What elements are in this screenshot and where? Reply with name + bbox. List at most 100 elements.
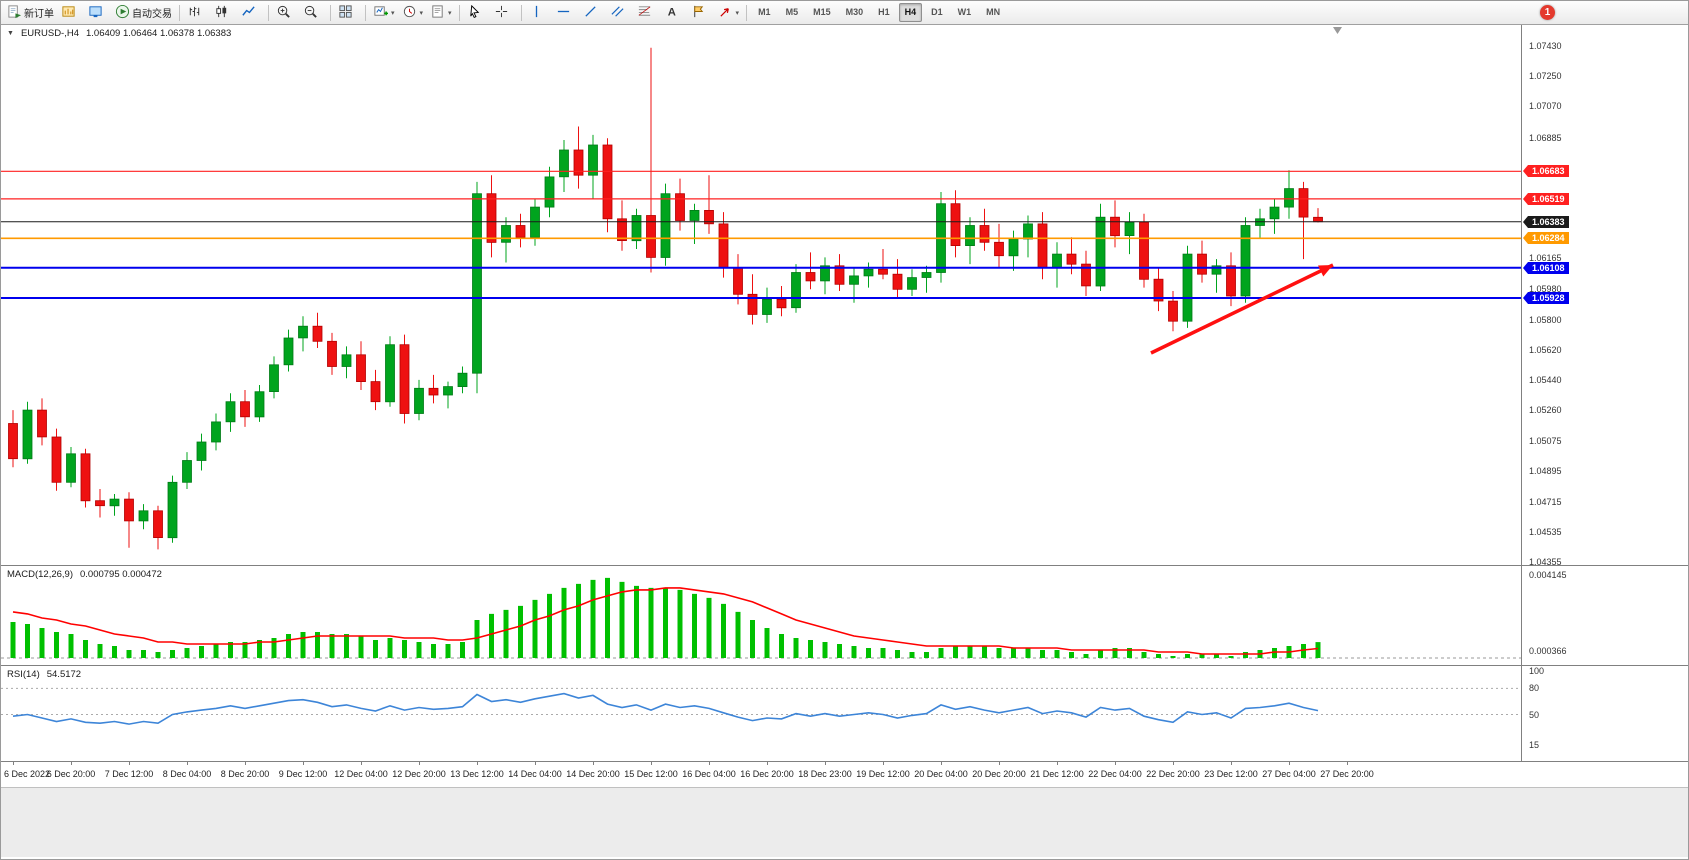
toolbar-button-candlestick-mode[interactable] bbox=[211, 2, 237, 24]
time-tick bbox=[709, 762, 710, 765]
toolbar-button-new-order[interactable]: 新订单 bbox=[4, 2, 57, 24]
bar-chart-mode-icon bbox=[187, 4, 202, 22]
timeframe-button-d1[interactable]: D1 bbox=[931, 7, 943, 17]
timeframe-button-mn[interactable]: MN bbox=[986, 7, 1001, 17]
workspace-background bbox=[1, 787, 1688, 857]
rsi-axis[interactable]: 100 80 50 15 bbox=[1521, 666, 1688, 761]
price-axis[interactable]: 1.07430 1.07250 1.07070 1.06885 1.06165 1.059… bbox=[1521, 25, 1688, 567]
time-tick bbox=[1289, 762, 1290, 765]
toolbar-button-label: 新订单 bbox=[24, 9, 54, 20]
time-axis-label: 8 Dec 20:00 bbox=[220, 769, 270, 779]
toolbar-button-cursor[interactable] bbox=[464, 2, 490, 24]
toolbar-button-crosshair[interactable] bbox=[491, 2, 517, 24]
price-level-tag: 1.06519 bbox=[1523, 192, 1569, 205]
toolbar-separator bbox=[746, 4, 748, 21]
tile-windows-icon bbox=[338, 4, 353, 22]
price-axis-label: 1.04715 bbox=[1529, 496, 1562, 507]
timeframe-button-m30[interactable]: M30 bbox=[845, 7, 864, 17]
main-chart-canvas[interactable] bbox=[1, 25, 1521, 565]
macd-axis[interactable]: 0.004145 0.000366 bbox=[1521, 566, 1688, 665]
time-tick bbox=[883, 762, 884, 765]
price-axis-label: 1.07430 bbox=[1529, 41, 1562, 51]
chart-symbol-period: EURUSD-,H4 bbox=[20, 28, 79, 39]
auto-trading-icon bbox=[115, 4, 130, 22]
price-axis-label: 1.05620 bbox=[1529, 344, 1562, 355]
templates-icon bbox=[430, 4, 445, 22]
time-tick bbox=[593, 762, 594, 765]
fibonacci-icon bbox=[637, 4, 652, 22]
toolbar-button-trendline[interactable] bbox=[580, 2, 606, 24]
vertical-line-icon bbox=[529, 4, 544, 22]
rsi-panel: RSI(14) 54.5172 100 80 50 15 bbox=[1, 666, 1688, 762]
time-tick bbox=[1347, 762, 1348, 765]
time-axis-label: 20 Dec 20:00 bbox=[972, 769, 1026, 779]
rsi-canvas[interactable] bbox=[1, 666, 1521, 761]
toolbar-button-horizontal-line[interactable] bbox=[553, 2, 579, 24]
toolbar-button-period-presets[interactable]: ▾ bbox=[399, 2, 427, 24]
notification-badge[interactable]: 1 bbox=[1540, 5, 1555, 20]
price-axis-label: 1.05260 bbox=[1529, 405, 1562, 416]
macd-axis-label: 0.004145 bbox=[1529, 570, 1567, 580]
time-axis[interactable]: 6 Dec 2022 6 Dec 20:00 7 Dec 12:00 8 Dec 04… bbox=[1, 762, 1688, 787]
price-axis-label: 1.05800 bbox=[1529, 314, 1562, 325]
toolbar-button-new-chart[interactable]: ▾ bbox=[370, 2, 398, 24]
price-level-tag: 1.06108 bbox=[1523, 261, 1569, 274]
toolbar-button-zoom-out[interactable] bbox=[300, 2, 326, 24]
time-axis-label: 13 Dec 12:00 bbox=[450, 769, 504, 779]
toolbar-button-bar-chart-mode[interactable] bbox=[184, 2, 210, 24]
main-chart-panel: ▼ EURUSD-,H4 1.06409 1.06464 1.06378 1.0… bbox=[1, 25, 1688, 567]
timeframe-button-w1[interactable]: W1 bbox=[957, 7, 972, 17]
collapse-triangle-icon[interactable]: ▼ bbox=[7, 30, 14, 37]
timeframe-button-m1[interactable]: M1 bbox=[758, 7, 771, 17]
time-tick bbox=[1115, 762, 1116, 765]
toolbar-button-auto-trading[interactable]: 自动交易 bbox=[112, 2, 175, 24]
toolbar-button-charts[interactable] bbox=[58, 2, 84, 24]
timeframe-button-h4[interactable]: H4 bbox=[898, 3, 923, 22]
time-tick bbox=[767, 762, 768, 765]
toolbar-button-text-label[interactable] bbox=[688, 2, 714, 24]
toolbar-separator bbox=[330, 4, 331, 21]
toolbar: 新订单 自动交易 ▾ ▾ ▾ A ▾ M1 M5 M15 M30 H1 H4 D1 W1 MN 1 bbox=[1, 1, 1688, 25]
time-axis-label: 18 Dec 23:00 bbox=[798, 769, 852, 779]
toolbar-button-profile[interactable] bbox=[85, 2, 111, 24]
time-tick bbox=[187, 762, 188, 765]
charts-icon bbox=[61, 4, 76, 22]
toolbar-button-line-chart-mode[interactable] bbox=[238, 2, 264, 24]
macd-canvas[interactable] bbox=[1, 566, 1521, 665]
chart-ohlc-values: 1.06409 1.06464 1.06378 1.06383 bbox=[86, 28, 232, 39]
zoom-in-icon bbox=[276, 4, 291, 22]
time-axis-label: 23 Dec 12:00 bbox=[1204, 769, 1258, 779]
time-axis-label: 6 Dec 2022 bbox=[4, 769, 51, 779]
toolbar-button-templates[interactable]: ▾ bbox=[427, 2, 455, 24]
price-level-tag: 1.06683 bbox=[1523, 165, 1569, 178]
time-axis-label: 20 Dec 04:00 bbox=[914, 769, 968, 779]
horizontal-line-icon bbox=[556, 4, 571, 22]
time-tick bbox=[419, 762, 420, 765]
rsi-axis-label: 100 bbox=[1529, 666, 1545, 676]
time-axis-label: 22 Dec 04:00 bbox=[1088, 769, 1142, 779]
toolbar-button-vertical-line[interactable] bbox=[526, 2, 552, 24]
rsi-axis-label: 50 bbox=[1529, 709, 1540, 720]
time-axis-label: 15 Dec 12:00 bbox=[624, 769, 678, 779]
toolbar-separator bbox=[268, 4, 269, 21]
chart-window: ▼ EURUSD-,H4 1.06409 1.06464 1.06378 1.0… bbox=[1, 25, 1688, 857]
toolbar-separator bbox=[179, 4, 180, 21]
timeframe-button-h1[interactable]: H1 bbox=[878, 7, 890, 17]
toolbar-separator bbox=[365, 4, 366, 21]
time-tick bbox=[1057, 762, 1058, 765]
toolbar-button-tile-windows[interactable] bbox=[335, 2, 361, 24]
toolbar-button-text[interactable]: A bbox=[661, 2, 687, 24]
toolbar-button-zoom-in[interactable] bbox=[273, 2, 299, 24]
toolbar-button-equidistant-channel[interactable] bbox=[607, 2, 633, 24]
time-axis-label: 27 Dec 04:00 bbox=[1262, 769, 1316, 779]
price-axis-label: 1.04535 bbox=[1529, 526, 1562, 537]
price-axis-label: 1.05980 bbox=[1529, 284, 1562, 295]
toolbar-button-arrows[interactable]: ▾ bbox=[715, 2, 743, 24]
timeframe-button-m5[interactable]: M5 bbox=[785, 7, 799, 17]
time-axis-label: 14 Dec 04:00 bbox=[508, 769, 562, 779]
macd-panel: MACD(12,26,9) 0.000795 0.000472 0.004145… bbox=[1, 566, 1688, 666]
timeframe-button-m15[interactable]: M15 bbox=[813, 7, 831, 17]
price-level-tag: 1.05928 bbox=[1523, 292, 1569, 304]
toolbar-button-fibonacci[interactable] bbox=[634, 2, 660, 24]
